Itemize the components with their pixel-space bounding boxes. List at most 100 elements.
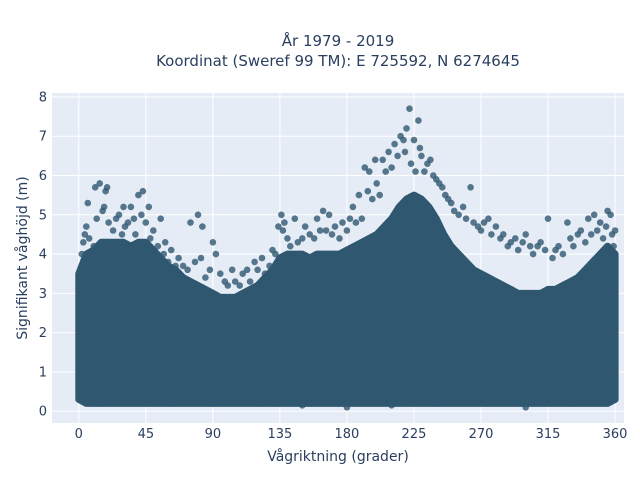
data-point (355, 191, 363, 199)
x-tick-label: 0 (75, 427, 83, 442)
data-point (467, 184, 474, 191)
data-point (275, 223, 282, 230)
data-point (567, 400, 574, 407)
chart-title: År 1979 - 2019 (282, 31, 395, 50)
data-point (209, 400, 217, 407)
data-point (587, 231, 595, 238)
y-axis-title: Signifikant våghöjd (m) (14, 176, 31, 339)
y-tick-label: 3 (39, 287, 47, 302)
data-point (541, 246, 549, 254)
data-point (124, 219, 132, 226)
data-point (322, 227, 330, 234)
y-tick-label: 6 (39, 169, 47, 184)
data-point (228, 266, 236, 274)
data-point (585, 215, 592, 222)
data-point (522, 404, 529, 411)
data-point (401, 148, 409, 156)
data-point (544, 215, 552, 222)
data-point (447, 199, 455, 207)
x-tick-label: 90 (205, 427, 222, 442)
data-point (231, 278, 239, 285)
data-point (272, 250, 279, 258)
data-point (418, 152, 425, 160)
data-point (118, 231, 126, 238)
data-point (147, 235, 154, 242)
dense-point-region (75, 191, 619, 407)
data-point (522, 231, 529, 238)
data-point (127, 203, 135, 211)
data-point (492, 223, 500, 230)
data-point (336, 235, 343, 242)
data-point (526, 242, 534, 250)
x-tick-label: 180 (335, 427, 360, 442)
data-point (236, 282, 243, 289)
data-point (130, 215, 138, 222)
data-point (421, 168, 428, 175)
x-tick-label: 315 (536, 427, 561, 442)
data-point (83, 223, 90, 230)
data-point (403, 125, 410, 132)
data-point (607, 211, 614, 219)
data-point (391, 140, 398, 148)
data-point (596, 219, 604, 226)
data-point (81, 231, 89, 238)
data-point (388, 402, 395, 409)
x-tick-label: 135 (267, 427, 292, 442)
data-point (209, 239, 217, 246)
data-point (555, 242, 562, 250)
data-point (299, 235, 306, 242)
data-point (346, 215, 354, 222)
data-point (254, 266, 261, 274)
y-tick-label: 0 (39, 405, 47, 420)
data-point (611, 227, 619, 234)
data-point (90, 242, 97, 250)
data-point (470, 219, 477, 226)
data-point (258, 254, 266, 262)
data-point (243, 266, 251, 274)
data-point (369, 195, 376, 203)
data-point (251, 258, 258, 266)
data-point (394, 152, 401, 160)
data-point (316, 227, 324, 234)
data-point (415, 117, 422, 124)
data-point (570, 242, 577, 250)
data-point (412, 168, 419, 175)
data-point (410, 136, 418, 144)
data-point (105, 219, 112, 226)
data-point (559, 250, 567, 258)
data-point (339, 219, 346, 226)
data-point (278, 211, 285, 219)
data-point (379, 156, 387, 164)
data-point (325, 211, 333, 219)
data-point (343, 227, 351, 234)
data-point (109, 227, 117, 234)
data-point (301, 223, 309, 230)
data-point (364, 187, 372, 195)
data-point (132, 231, 139, 238)
data-point (224, 282, 232, 289)
data-point (287, 242, 294, 250)
data-point (145, 203, 153, 211)
data-point (306, 231, 314, 238)
data-point (361, 164, 369, 171)
data-point (480, 219, 488, 226)
data-point (85, 235, 93, 242)
data-point (373, 180, 381, 187)
data-point (164, 400, 172, 407)
data-point (331, 223, 339, 230)
data-point (184, 266, 191, 274)
x-tick-label: 360 (603, 427, 628, 442)
data-point-cloud (75, 191, 619, 407)
data-point (313, 215, 321, 222)
data-point (407, 160, 415, 167)
data-point (202, 274, 209, 281)
data-point (161, 239, 169, 246)
data-point (371, 156, 379, 164)
data-point (212, 250, 220, 258)
data-point (217, 270, 224, 278)
data-point (78, 250, 86, 258)
data-point (239, 270, 246, 278)
y-tick-label: 5 (39, 208, 47, 223)
data-point (450, 207, 458, 215)
data-point (455, 211, 463, 219)
